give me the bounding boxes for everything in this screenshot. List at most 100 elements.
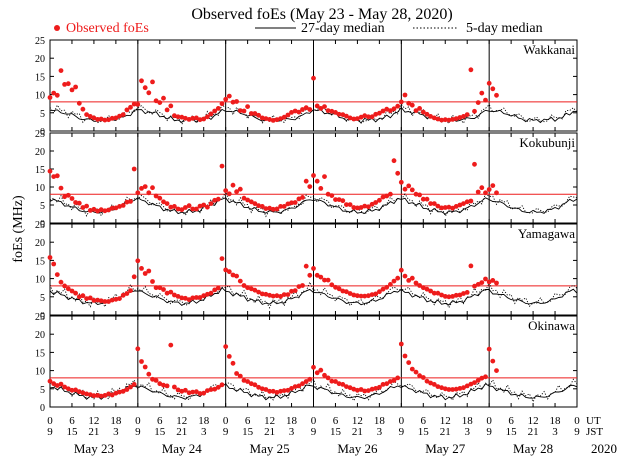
observed-point xyxy=(73,200,78,205)
y-tick-label: 15 xyxy=(35,165,45,176)
observed-point xyxy=(95,393,100,398)
observed-point xyxy=(475,282,481,287)
observed-point xyxy=(453,204,459,209)
observed-point xyxy=(395,375,401,381)
observed-point xyxy=(183,205,188,210)
observed-point xyxy=(336,197,342,203)
observed-point xyxy=(142,85,148,91)
observed-point xyxy=(329,378,335,384)
observed-point xyxy=(391,106,397,112)
ut-tick-label: 12 xyxy=(352,415,363,427)
observed-point xyxy=(113,115,119,121)
observed-point xyxy=(366,293,371,299)
observed-point xyxy=(388,379,393,384)
median27-line xyxy=(49,286,578,306)
observed-point xyxy=(113,390,119,396)
observed-point xyxy=(194,115,199,121)
observed-point xyxy=(150,279,155,284)
observed-point xyxy=(442,386,448,392)
observed-point xyxy=(197,391,203,396)
observed-point xyxy=(76,389,82,395)
observed-point xyxy=(223,96,229,102)
jst-tick-label: 15 xyxy=(418,426,430,438)
observed-point xyxy=(307,376,313,382)
observed-point xyxy=(186,390,192,396)
observed-point xyxy=(450,117,455,122)
observed-point xyxy=(259,204,265,209)
observed-point xyxy=(139,78,144,84)
observed-point xyxy=(483,190,488,196)
observed-point xyxy=(311,266,316,271)
observed-point xyxy=(472,283,477,289)
observed-point xyxy=(237,108,243,113)
observed-point xyxy=(201,390,207,396)
observed-point xyxy=(139,186,144,191)
jst-tick-label: 9 xyxy=(135,426,141,438)
observed-point xyxy=(76,100,82,106)
observed-point xyxy=(409,102,415,108)
observed-point xyxy=(347,291,353,296)
observed-point xyxy=(91,393,97,399)
observed-point xyxy=(351,386,357,392)
observed-point xyxy=(135,190,141,196)
observed-point xyxy=(226,191,232,197)
observed-point xyxy=(157,381,163,387)
observed-point xyxy=(486,279,492,285)
observed-point xyxy=(208,201,214,207)
observed-point xyxy=(146,371,152,377)
observed-point xyxy=(413,280,419,286)
observed-point xyxy=(494,190,499,196)
observed-point xyxy=(142,271,148,276)
ut-tick-label: 0 xyxy=(399,415,405,427)
observed-point xyxy=(318,186,324,191)
observed-point xyxy=(91,298,97,303)
observed-point xyxy=(395,103,401,109)
observed-point xyxy=(303,105,309,111)
observed-point xyxy=(212,197,218,203)
observed-point xyxy=(278,294,283,299)
observed-point xyxy=(153,378,159,383)
observed-point xyxy=(58,185,64,191)
observed-point xyxy=(340,288,346,294)
observed-point xyxy=(267,388,272,394)
y-tick-label: 20 xyxy=(35,238,45,249)
station-panel-okinawa: 0 5 10 15 20 25 Okinawa xyxy=(35,312,578,414)
observed-point xyxy=(80,293,86,299)
observed-point xyxy=(157,100,163,105)
observed-point xyxy=(219,256,225,261)
y-tick-label: 10 xyxy=(35,183,45,194)
ut-tick-label: 0 xyxy=(486,415,492,427)
observed-point xyxy=(234,273,240,279)
observed-point xyxy=(201,293,207,299)
jst-tick-label: 3 xyxy=(289,426,295,438)
observed-point xyxy=(84,203,89,209)
observed-point xyxy=(241,195,247,201)
observed-point xyxy=(369,114,375,120)
observed-point xyxy=(292,288,298,293)
y-tick-label: 0 xyxy=(40,127,45,138)
observed-point xyxy=(270,293,276,299)
observed-point xyxy=(230,272,236,278)
observed-point xyxy=(168,342,174,348)
observed-point xyxy=(113,205,119,211)
observed-point xyxy=(398,341,404,347)
y-tick-label: 10 xyxy=(35,367,45,378)
jst-label: JST xyxy=(586,426,603,438)
observed-point xyxy=(205,291,210,297)
observed-point xyxy=(322,174,327,180)
observed-point xyxy=(80,390,86,396)
observed-point xyxy=(377,197,382,203)
ut-tick-label: 18 xyxy=(198,415,210,427)
day-label: May 23 xyxy=(74,441,114,456)
observed-point xyxy=(336,381,342,387)
ut-tick-label: 6 xyxy=(69,415,75,427)
observed-point xyxy=(164,201,170,207)
observed-point xyxy=(431,201,437,207)
observed-point xyxy=(380,194,386,200)
observed-point xyxy=(120,292,126,298)
observed-point xyxy=(120,112,126,117)
observed-point xyxy=(461,201,466,207)
ut-tick-label: 6 xyxy=(333,415,339,427)
observed-point xyxy=(47,378,53,384)
observed-point xyxy=(406,100,412,106)
